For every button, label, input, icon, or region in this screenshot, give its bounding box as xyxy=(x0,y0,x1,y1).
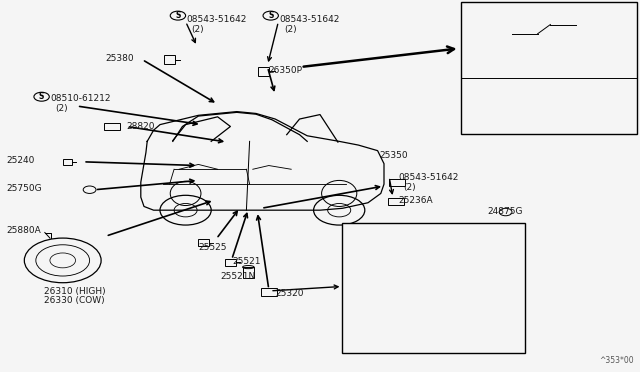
Bar xyxy=(261,288,276,296)
Bar xyxy=(610,28,626,36)
Bar xyxy=(198,239,209,246)
Text: 25320: 25320 xyxy=(275,289,304,298)
Text: S: S xyxy=(268,11,273,20)
Text: ^353*00: ^353*00 xyxy=(599,356,634,365)
Text: (2): (2) xyxy=(403,183,416,192)
Bar xyxy=(409,283,429,293)
Text: 28425: 28425 xyxy=(602,6,630,15)
Text: C: C xyxy=(467,81,474,90)
Bar xyxy=(164,55,175,64)
Text: (2): (2) xyxy=(191,25,204,34)
Text: 08543-51642: 08543-51642 xyxy=(279,15,339,24)
Text: 25350: 25350 xyxy=(379,151,408,160)
Bar xyxy=(104,123,120,130)
Text: 25236A: 25236A xyxy=(398,196,433,205)
Text: 26330 (COW): 26330 (COW) xyxy=(44,296,104,305)
Text: 28820: 28820 xyxy=(127,122,156,131)
Text: 24025: 24025 xyxy=(429,273,454,282)
Text: 24875G: 24875G xyxy=(488,207,523,216)
Text: 08543-51242: 08543-51242 xyxy=(486,50,540,59)
Text: 08543-51642: 08543-51642 xyxy=(398,173,458,182)
Text: (2): (2) xyxy=(284,25,297,34)
Text: [0185-    ]  FED: [0185- ] FED xyxy=(348,227,408,236)
Text: (2): (2) xyxy=(56,104,68,113)
Text: 25525: 25525 xyxy=(198,243,227,251)
Text: 25240: 25240 xyxy=(6,156,35,165)
Text: 08543-51642: 08543-51642 xyxy=(186,15,246,24)
Text: 25505M: 25505M xyxy=(483,89,520,98)
Bar xyxy=(243,267,254,278)
Bar xyxy=(578,90,594,98)
Bar xyxy=(461,2,637,134)
Text: 25750G: 25750G xyxy=(6,185,42,193)
Text: 25380: 25380 xyxy=(106,54,134,63)
Text: S: S xyxy=(474,51,479,60)
Text: 08510-61212: 08510-61212 xyxy=(51,94,111,103)
Text: S: S xyxy=(175,11,180,20)
Text: 26350P: 26350P xyxy=(269,66,303,75)
Text: (2): (2) xyxy=(492,58,503,67)
Bar xyxy=(388,198,404,205)
Text: 26310 (HIGH): 26310 (HIGH) xyxy=(44,287,105,296)
Text: S: S xyxy=(39,92,44,101)
Bar xyxy=(365,283,390,294)
Text: 25521: 25521 xyxy=(232,257,261,266)
Bar xyxy=(389,179,405,186)
Bar xyxy=(225,259,236,266)
Bar xyxy=(342,223,525,353)
Text: 25521N: 25521N xyxy=(221,272,256,280)
Text: 25320M: 25320M xyxy=(378,340,410,349)
Text: 25880A: 25880A xyxy=(6,226,41,235)
Bar xyxy=(594,30,610,38)
Text: S,W: S,W xyxy=(467,6,484,15)
Bar xyxy=(258,67,269,76)
Bar xyxy=(63,158,72,165)
